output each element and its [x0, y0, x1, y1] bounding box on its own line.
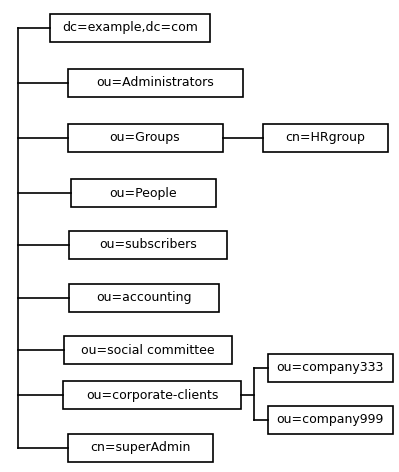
- Text: ou=social committee: ou=social committee: [81, 344, 215, 356]
- Text: ou=Administrators: ou=Administrators: [96, 76, 214, 90]
- Text: ou=company333: ou=company333: [277, 362, 384, 374]
- Text: ou=People: ou=People: [109, 186, 177, 200]
- Text: ou=accounting: ou=accounting: [96, 292, 192, 304]
- FancyBboxPatch shape: [67, 124, 223, 152]
- Text: ou=subscribers: ou=subscribers: [99, 238, 197, 252]
- FancyBboxPatch shape: [71, 179, 215, 207]
- FancyBboxPatch shape: [64, 336, 232, 364]
- Text: ou=company999: ou=company999: [277, 413, 384, 427]
- FancyBboxPatch shape: [267, 406, 393, 434]
- FancyBboxPatch shape: [50, 14, 210, 42]
- FancyBboxPatch shape: [69, 231, 227, 259]
- Text: ou=corporate-clients: ou=corporate-clients: [86, 388, 218, 402]
- Text: ou=Groups: ou=Groups: [110, 132, 180, 144]
- FancyBboxPatch shape: [267, 354, 393, 382]
- Text: cn=HRgroup: cn=HRgroup: [285, 132, 365, 144]
- Text: dc=example,dc=com: dc=example,dc=com: [62, 22, 198, 34]
- Text: cn=superAdmin: cn=superAdmin: [90, 441, 190, 455]
- FancyBboxPatch shape: [69, 284, 219, 312]
- FancyBboxPatch shape: [67, 69, 243, 97]
- FancyBboxPatch shape: [67, 434, 213, 462]
- FancyBboxPatch shape: [63, 381, 241, 409]
- FancyBboxPatch shape: [263, 124, 387, 152]
